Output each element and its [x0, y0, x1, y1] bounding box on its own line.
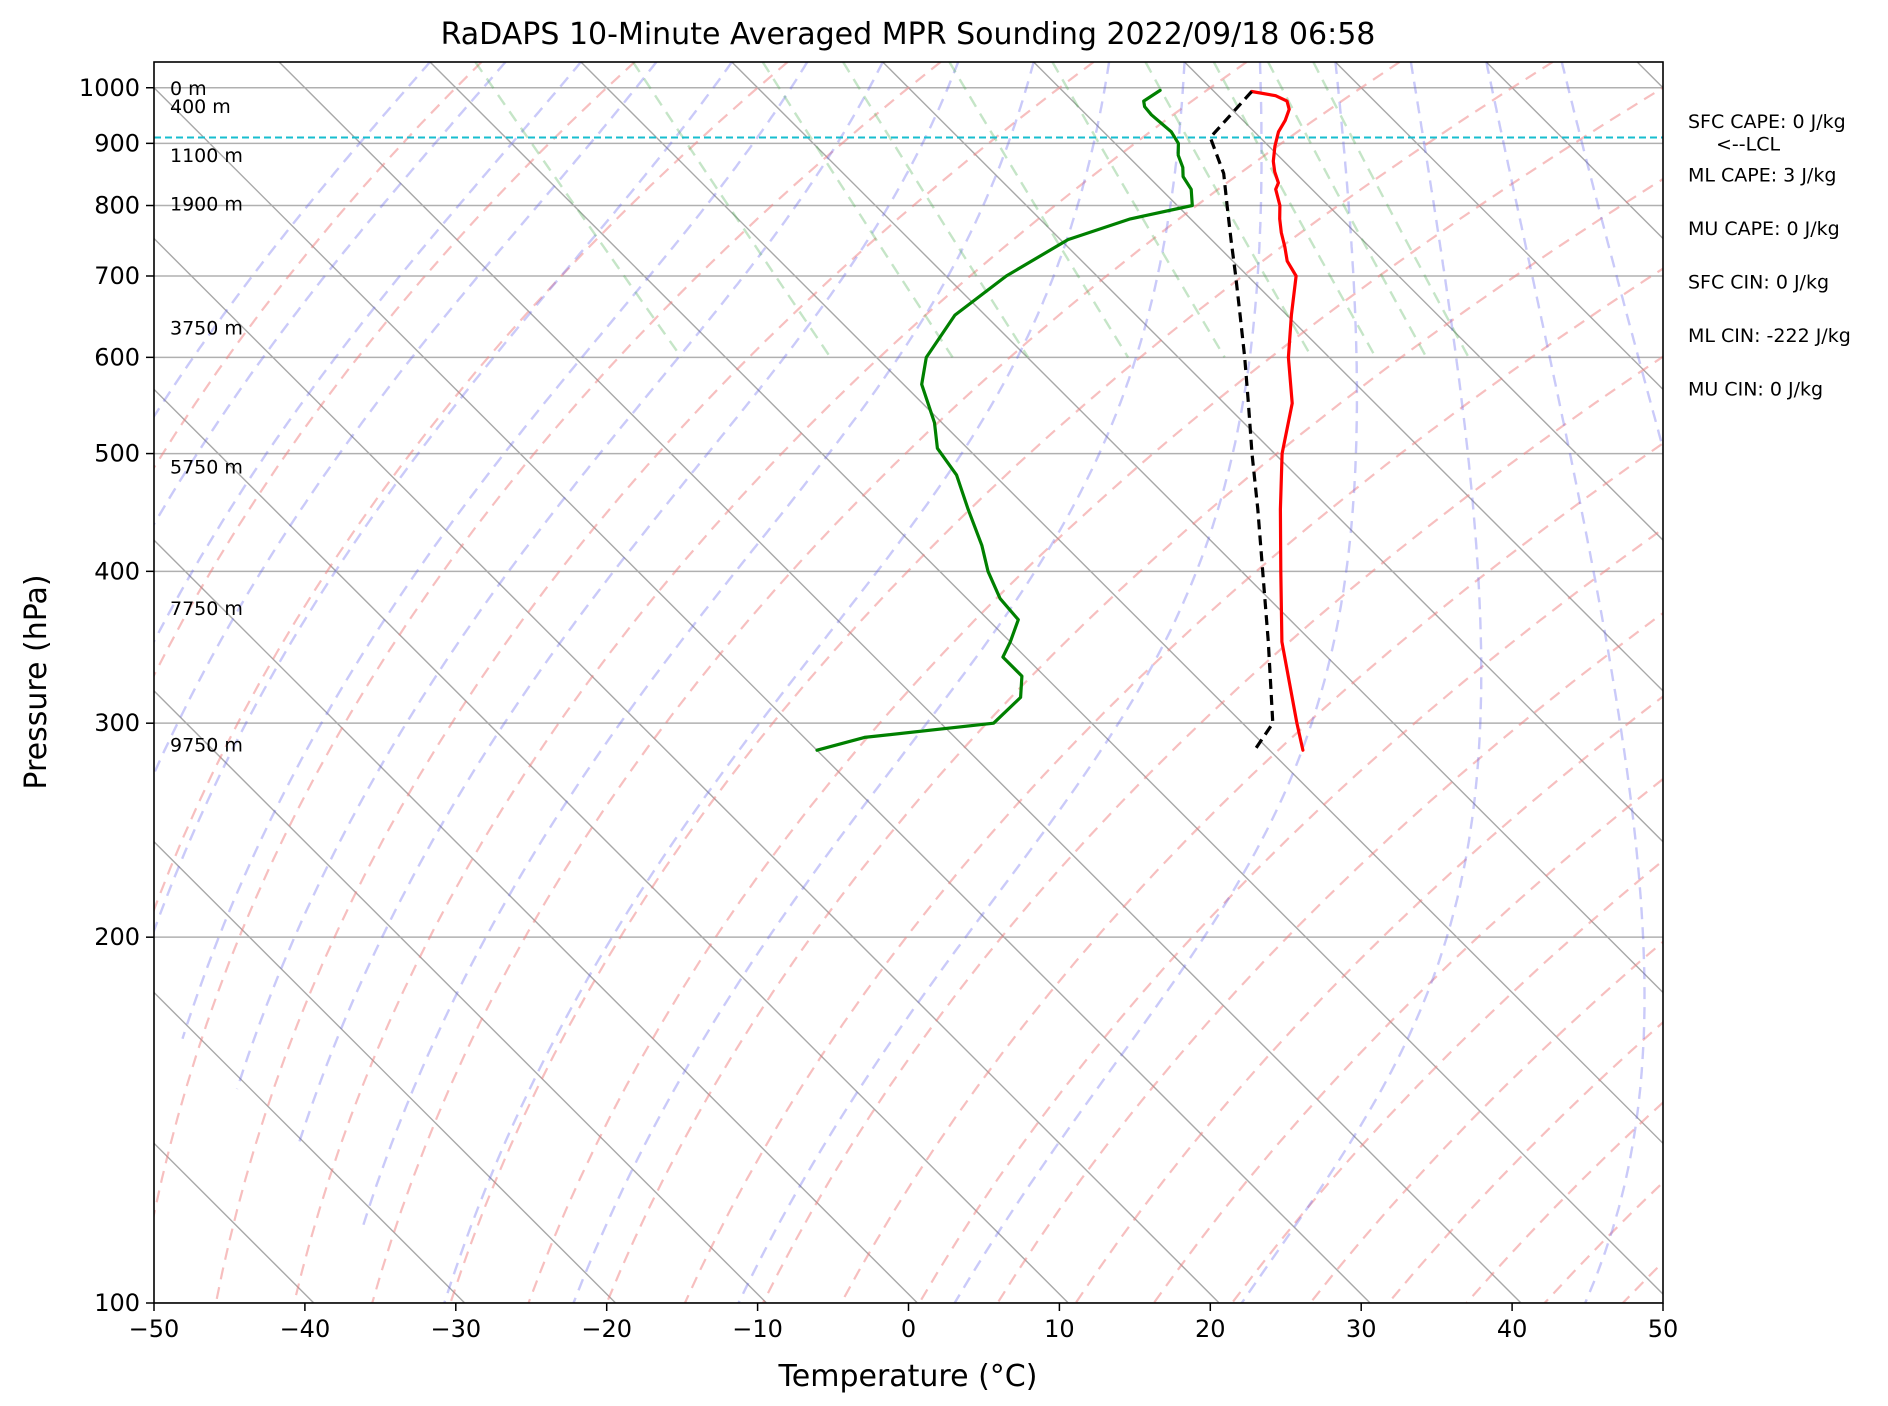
y-tick-label: 1000	[79, 74, 140, 102]
y-tick-label: 500	[94, 440, 140, 468]
x-axis: −50 −40 −30 −20 −10 0 10 20 30 40 50	[129, 1303, 1679, 1343]
y-tick-label: 300	[94, 709, 140, 737]
y-tick-label: 700	[94, 262, 140, 290]
mixing-ratio-line	[1312, 62, 1470, 358]
moist-adiabat-line	[297, 62, 960, 1145]
y-tick-label: 600	[94, 343, 140, 371]
stat-line: ML CAPE: 3 J/kg	[1688, 165, 1836, 187]
stat-line: MU CIN: 0 J/kg	[1688, 379, 1823, 401]
dry-adiabat-line	[1152, 777, 1663, 1303]
isotherm-line	[154, 86, 1371, 1303]
moist-adiabat-line	[181, 62, 809, 1040]
isotherm-line	[882, 62, 1663, 843]
dry-adiabat-line	[840, 441, 1663, 1303]
isotherm-line	[154, 539, 918, 1303]
y-tick-label: 800	[94, 192, 140, 220]
stat-line: SFC CAPE: 0 J/kg	[1688, 111, 1846, 133]
isotherm-line	[154, 689, 768, 1303]
x-tick-label: 30	[1346, 1315, 1377, 1343]
y-tick-label: 900	[94, 129, 140, 157]
dry-adiabat-line	[996, 611, 1663, 1303]
dry-adiabat-line	[371, 62, 1401, 1303]
dry-adiabat-line	[527, 86, 1663, 1303]
moist-adiabat-line	[737, 62, 1263, 1303]
chart-title: RaDAPS 10-Minute Averaged MPR Sounding 2…	[441, 17, 1376, 52]
moist-adiabat-line	[443, 62, 1111, 1303]
stats-panel: SFC CAPE: 0 J/kg ML CAPE: 3 J/kg MU CAPE: …	[1688, 111, 1851, 401]
mixing-ratio-line	[948, 62, 1130, 359]
annotation-layer: 9750 m 7750 m 5750 m 3750 m 1900 m 1100 m 400 …	[170, 78, 1780, 757]
dry-adiabat-line	[293, 62, 1248, 1303]
x-tick-label: 0	[901, 1315, 916, 1343]
dry-adiabat-line	[154, 62, 636, 678]
isotherm-line	[154, 237, 1220, 1303]
isotherm-line	[1033, 62, 1663, 692]
height-label: 400 m	[170, 96, 231, 118]
x-tick-label: −20	[581, 1315, 632, 1343]
isotherm-line	[154, 840, 617, 1303]
isotherm-line	[580, 62, 1663, 1145]
x-tick-label: 10	[1044, 1315, 1075, 1343]
isotherm-line	[1334, 62, 1663, 391]
isotherm-line	[429, 62, 1663, 1296]
x-tick-label: −50	[129, 1315, 180, 1343]
mixing-ratio-line	[1267, 62, 1428, 358]
height-label: 1100 m	[170, 145, 243, 167]
moist-adiabat-line	[953, 62, 1359, 1303]
isotherm-line	[154, 388, 1069, 1303]
y-axis-title: Pressure (hPa)	[19, 574, 54, 789]
lcl-label: <--LCL	[1716, 134, 1780, 156]
dry-adiabat-line	[449, 62, 1554, 1303]
moist-adiabat-line	[1240, 62, 1483, 1303]
y-axis: 100 200 300 400 500 600 700 800 900 1000	[79, 74, 154, 1317]
moist-adiabat-line	[154, 62, 431, 419]
dry-adiabat-line	[214, 62, 1095, 1303]
dry-adiabat-line	[154, 62, 942, 1220]
moist-adiabat-line	[1560, 62, 1663, 453]
dry-adiabat-line	[1231, 859, 1663, 1303]
dry-adiabat-line	[918, 527, 1663, 1303]
data-layer	[154, 88, 1663, 752]
x-tick-label: 40	[1497, 1315, 1528, 1343]
x-tick-label: −30	[430, 1315, 481, 1343]
moist-adiabat-line	[154, 62, 658, 777]
x-tick-label: 50	[1648, 1315, 1679, 1343]
parcel-profile	[1208, 90, 1275, 752]
isotherm-line	[278, 62, 1522, 1303]
height-label: 5750 m	[170, 456, 243, 478]
isotherm-line	[154, 991, 466, 1303]
stat-line: MU CAPE: 0 J/kg	[1688, 218, 1840, 240]
height-label: 7750 m	[170, 598, 243, 620]
moist-adiabat-line	[1485, 62, 1646, 1303]
moist-adiabat-line	[154, 62, 733, 935]
x-tick-label: −10	[732, 1315, 783, 1343]
mixing-ratio-line	[1051, 62, 1226, 359]
stat-line: SFC CIN: 0 J/kg	[1688, 272, 1829, 294]
mixing-ratio-line	[1212, 62, 1377, 358]
y-tick-label: 100	[94, 1289, 140, 1317]
y-tick-label: 400	[94, 557, 140, 585]
dry-adiabat-line	[605, 177, 1663, 1303]
dry-adiabat-line	[154, 62, 789, 914]
y-tick-label: 200	[94, 923, 140, 951]
isotherm-line	[1184, 62, 1663, 542]
stat-line: ML CIN: -222 J/kg	[1688, 325, 1851, 347]
x-tick-label: 20	[1195, 1315, 1226, 1343]
mixing-ratio-line	[842, 62, 1030, 359]
temperature-profile	[1250, 89, 1305, 752]
height-label: 1900 m	[170, 194, 243, 216]
dry-adiabat-line	[762, 355, 1663, 1303]
x-tick-label: −40	[280, 1315, 331, 1343]
height-label: 3750 m	[170, 317, 243, 339]
height-label: 9750 m	[170, 735, 243, 757]
moist-adiabat-line	[154, 62, 582, 644]
x-axis-title: Temperature (°C)	[778, 1359, 1038, 1394]
height-label: 0 m	[170, 78, 207, 100]
moist-adiabat-line	[360, 62, 1035, 1230]
dewpoint-profile	[815, 88, 1194, 752]
